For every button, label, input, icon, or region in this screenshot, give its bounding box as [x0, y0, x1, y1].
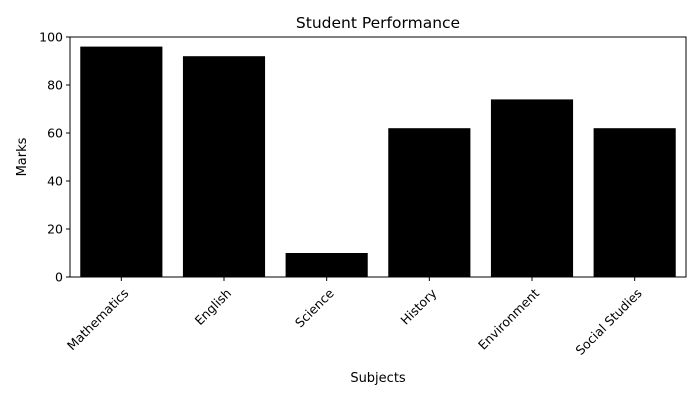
chart-title: Student Performance [296, 14, 460, 32]
x-axis: Mathematics English Science History Environm… [64, 277, 645, 358]
bar-history [388, 128, 471, 277]
bar-english [182, 56, 266, 278]
y-axis: 0 20 40 60 80 100 [39, 30, 70, 285]
x-tick-label: Science [292, 285, 337, 330]
y-axis-label: Marks [15, 137, 30, 176]
y-tick-label: 40 [47, 174, 63, 189]
plot-frame [69, 36, 687, 278]
y-tick-label: 0 [55, 270, 63, 285]
bar-social-studies [593, 128, 676, 277]
x-tick-label: Mathematics [64, 286, 132, 354]
x-tick-label: English [192, 286, 235, 329]
bar-mathematics [80, 46, 163, 277]
y-tick-label: 80 [47, 78, 63, 93]
x-tick-label: Social Studies [572, 286, 644, 358]
bars-layer [80, 46, 676, 278]
bar-science [285, 253, 368, 277]
bar-environment [490, 99, 574, 278]
x-tick-label: Environment [475, 285, 542, 352]
y-tick-label: 60 [47, 126, 63, 141]
x-axis-label: Subjects [350, 371, 406, 386]
x-tick-label: History [397, 285, 439, 327]
y-tick-label: 100 [39, 30, 63, 45]
y-tick-label: 20 [47, 222, 63, 237]
